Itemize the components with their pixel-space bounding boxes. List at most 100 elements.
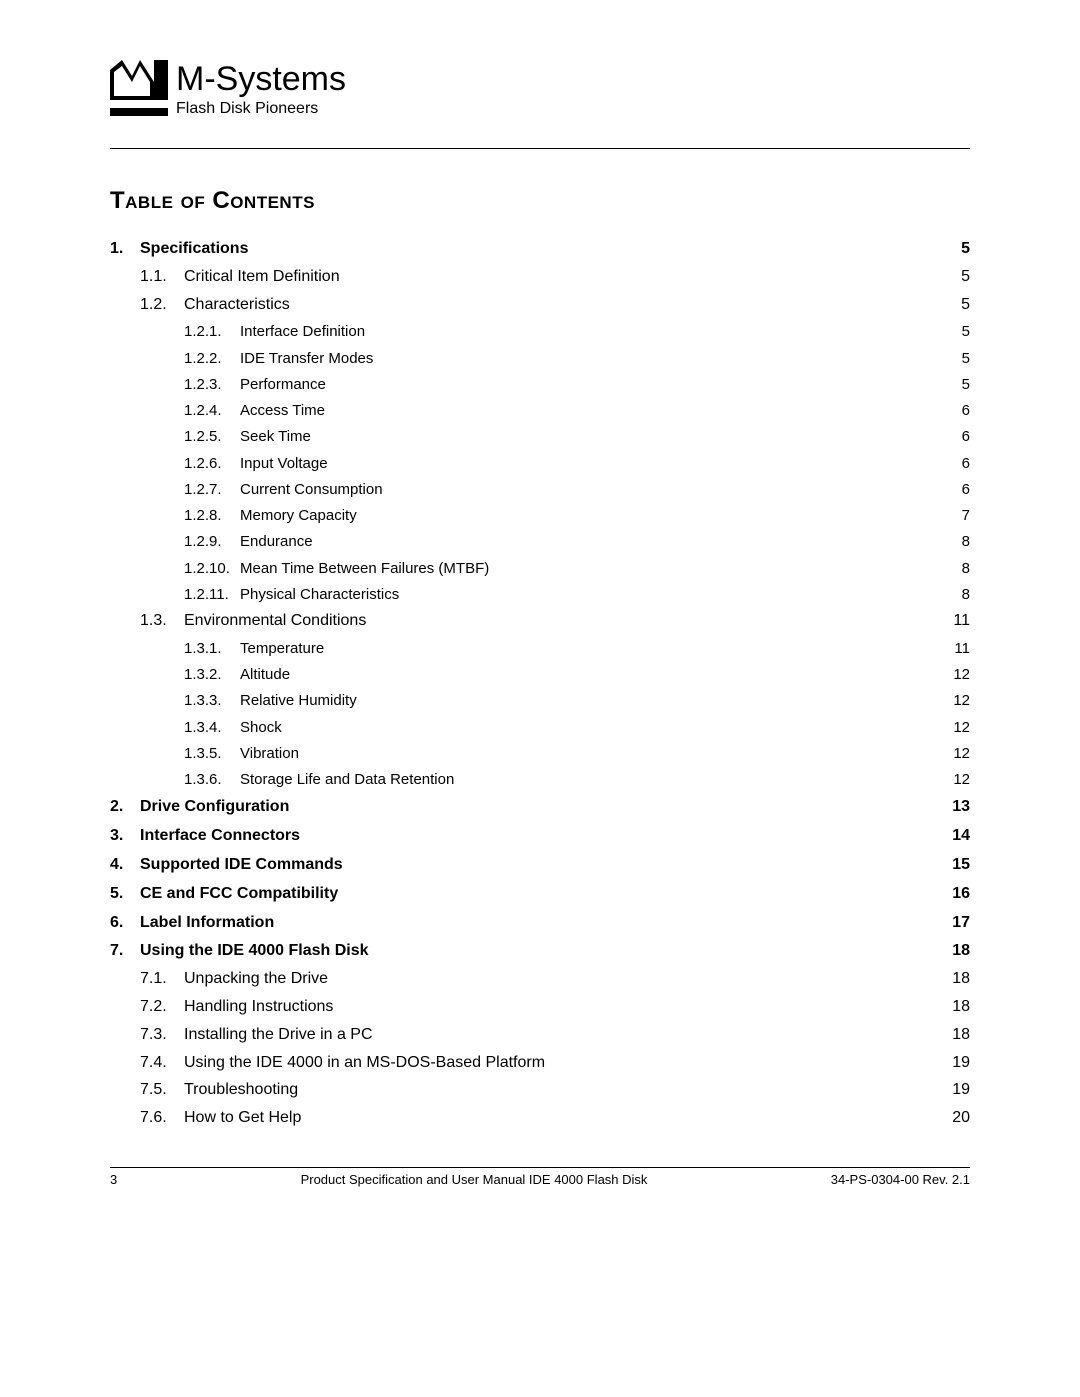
toc-entry-page: 5 bbox=[948, 265, 970, 290]
toc-entry[interactable]: 1.2.1.Interface Definition 5 bbox=[110, 320, 970, 343]
toc-entry-page: 19 bbox=[948, 1051, 970, 1076]
toc-entry[interactable]: 5.CE and FCC Compatibility16 bbox=[110, 882, 970, 907]
toc-entry-number: 6. bbox=[110, 911, 140, 936]
toc-entry-page: 18 bbox=[948, 967, 970, 992]
toc-entry[interactable]: 1.3.5.Vibration12 bbox=[110, 742, 970, 765]
toc-entry-page: 5 bbox=[948, 237, 970, 262]
toc-entry-label: Seek Time bbox=[240, 425, 311, 448]
toc-entry[interactable]: 1.3.6.Storage Life and Data Retention12 bbox=[110, 768, 970, 791]
toc-entry[interactable]: 7.5.Troubleshooting19 bbox=[110, 1078, 970, 1103]
toc-entry-label: Storage Life and Data Retention bbox=[240, 768, 454, 791]
toc-entry[interactable]: 1.2.5.Seek Time 6 bbox=[110, 425, 970, 448]
toc-entry[interactable]: 1.3.3.Relative Humidity12 bbox=[110, 689, 970, 712]
toc-entry[interactable]: 2.Drive Configuration13 bbox=[110, 795, 970, 820]
header-divider bbox=[110, 148, 970, 149]
toc-entry-page: 6 bbox=[948, 399, 970, 422]
toc-entry-page: 13 bbox=[948, 795, 970, 820]
toc-entry-label: Supported IDE Commands bbox=[140, 853, 343, 878]
toc-entry[interactable]: 1.3.1.Temperature11 bbox=[110, 637, 970, 660]
toc-entry[interactable]: 3.Interface Connectors 14 bbox=[110, 824, 970, 849]
toc-entry-page: 5 bbox=[948, 373, 970, 396]
toc-entry-number: 1.2.5. bbox=[184, 425, 240, 448]
toc-entry[interactable]: 1.2.4.Access Time6 bbox=[110, 399, 970, 422]
toc-entry[interactable]: 1.2.7.Current Consumption6 bbox=[110, 478, 970, 501]
toc-entry-label: Altitude bbox=[240, 663, 290, 686]
toc-entry-number: 7.3. bbox=[140, 1023, 184, 1048]
toc-entry[interactable]: 1.2.3.Performance 5 bbox=[110, 373, 970, 396]
toc-entry[interactable]: 1.2.9.Endurance 8 bbox=[110, 530, 970, 553]
toc-entry-number: 7. bbox=[110, 939, 140, 964]
toc-entry[interactable]: 1.1.Critical Item Definition5 bbox=[110, 265, 970, 290]
toc-entry-label: How to Get Help bbox=[184, 1106, 301, 1131]
toc-entry-label: Characteristics bbox=[184, 293, 290, 318]
toc-entry-page: 18 bbox=[948, 939, 970, 964]
toc-entry-label: IDE Transfer Modes bbox=[240, 347, 373, 370]
toc-entry-number: 1.3. bbox=[140, 609, 184, 634]
toc-entry-label: Input Voltage bbox=[240, 452, 328, 475]
toc-entry[interactable]: 7.2.Handling Instructions18 bbox=[110, 995, 970, 1020]
toc-entry-page: 12 bbox=[948, 663, 970, 686]
footer-divider bbox=[110, 1167, 970, 1168]
toc-entry-page: 12 bbox=[948, 689, 970, 712]
footer-doc-rev: 34-PS-0304-00 Rev. 2.1 bbox=[831, 1172, 970, 1187]
toc-entry-label: Shock bbox=[240, 716, 282, 739]
toc-entry-number: 1.2.7. bbox=[184, 478, 240, 501]
toc-entry-page: 5 bbox=[948, 320, 970, 343]
toc-entry-number: 1.2.8. bbox=[184, 504, 240, 527]
toc-entry[interactable]: 1.2.11.Physical Characteristics8 bbox=[110, 583, 970, 606]
toc-entry-label: Unpacking the Drive bbox=[184, 967, 328, 992]
toc-entry-page: 8 bbox=[948, 583, 970, 606]
toc-entry-label: CE and FCC Compatibility bbox=[140, 882, 338, 907]
toc-entry[interactable]: 7.1.Unpacking the Drive18 bbox=[110, 967, 970, 992]
toc-entry-label: Using the IDE 4000 Flash Disk bbox=[140, 939, 369, 964]
footer: 3 Product Specification and User Manual … bbox=[110, 1167, 970, 1187]
toc-entry-number: 3. bbox=[110, 824, 140, 849]
toc-entry-label: Endurance bbox=[240, 530, 313, 553]
toc-entry[interactable]: 1.3.4.Shock12 bbox=[110, 716, 970, 739]
toc-entry-page: 6 bbox=[948, 478, 970, 501]
header: M-Systems Flash Disk Pioneers bbox=[110, 60, 970, 118]
toc-entry[interactable]: 1.2.6.Input Voltage6 bbox=[110, 452, 970, 475]
toc-entry-label: Relative Humidity bbox=[240, 689, 357, 712]
toc-entry-number: 1.2.11. bbox=[184, 583, 240, 606]
toc-entry-page: 11 bbox=[948, 609, 970, 634]
toc-entry-number: 1.2.1. bbox=[184, 320, 240, 343]
toc-entry-page: 16 bbox=[948, 882, 970, 907]
toc-entry-number: 7.6. bbox=[140, 1106, 184, 1131]
toc-entry-page: 15 bbox=[948, 853, 970, 878]
toc-entry[interactable]: 7.6.How to Get Help20 bbox=[110, 1106, 970, 1131]
toc-entry[interactable]: 1.3.Environmental Conditions11 bbox=[110, 609, 970, 634]
toc-entry[interactable]: 4.Supported IDE Commands15 bbox=[110, 853, 970, 878]
toc-entry[interactable]: 7.Using the IDE 4000 Flash Disk 18 bbox=[110, 939, 970, 964]
toc-entry-page: 6 bbox=[948, 425, 970, 448]
toc-entry[interactable]: 1.2.Characteristics 5 bbox=[110, 293, 970, 318]
toc-entry[interactable]: 1.3.2.Altitude12 bbox=[110, 663, 970, 686]
toc-entry[interactable]: 1.2.2.IDE Transfer Modes5 bbox=[110, 347, 970, 370]
toc-entry-page: 8 bbox=[948, 557, 970, 580]
toc-entry-number: 1.2. bbox=[140, 293, 184, 318]
toc-entry[interactable]: 1.Specifications5 bbox=[110, 237, 970, 262]
toc-entry-label: Troubleshooting bbox=[184, 1078, 298, 1103]
toc-entry-page: 11 bbox=[948, 637, 970, 660]
toc-entry[interactable]: 7.3.Installing the Drive in a PC18 bbox=[110, 1023, 970, 1048]
toc-entry[interactable]: 1.2.8.Memory Capacity7 bbox=[110, 504, 970, 527]
toc-entry-number: 1.2.9. bbox=[184, 530, 240, 553]
toc-entry-number: 1.3.6. bbox=[184, 768, 240, 791]
toc-entry-number: 1.2.3. bbox=[184, 373, 240, 396]
toc-entry-page: 14 bbox=[948, 824, 970, 849]
toc-entry[interactable]: 6.Label Information17 bbox=[110, 911, 970, 936]
toc-entry-number: 1.2.6. bbox=[184, 452, 240, 475]
toc-entry-label: Performance bbox=[240, 373, 326, 396]
toc-entry-page: 8 bbox=[948, 530, 970, 553]
toc-entry-page: 5 bbox=[948, 293, 970, 318]
toc-entry-label: Interface Definition bbox=[240, 320, 365, 343]
toc-entry-label: Interface Connectors bbox=[140, 824, 300, 849]
toc-entry-number: 1.2.10. bbox=[184, 557, 240, 580]
toc-entry[interactable]: 1.2.10.Mean Time Between Failures (MTBF)… bbox=[110, 557, 970, 580]
toc-entry-label: Memory Capacity bbox=[240, 504, 357, 527]
toc-entry[interactable]: 7.4.Using the IDE 4000 in an MS-DOS-Base… bbox=[110, 1051, 970, 1076]
toc-entry-number: 1.1. bbox=[140, 265, 184, 290]
toc-entry-page: 18 bbox=[948, 995, 970, 1020]
logo-icon bbox=[110, 60, 168, 110]
toc-entry-number: 1. bbox=[110, 237, 140, 262]
